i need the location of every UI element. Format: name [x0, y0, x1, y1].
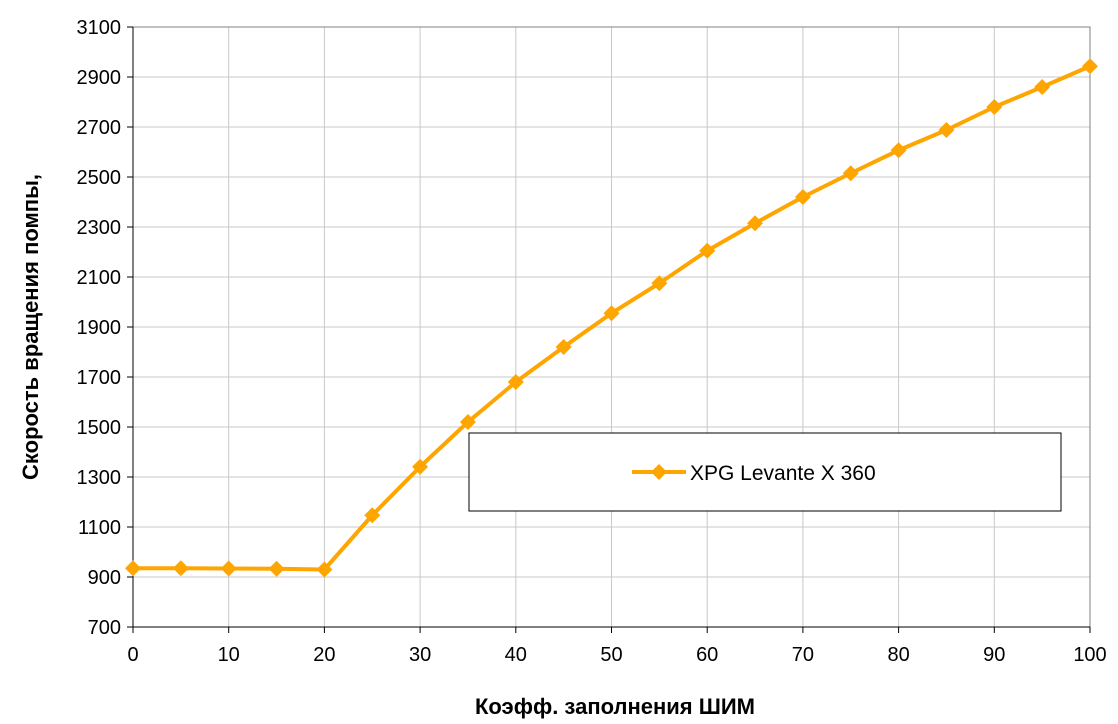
grid: [132, 26, 1091, 628]
data-point-marker: [938, 122, 955, 138]
y-tick-label: 1700: [77, 367, 122, 389]
y-tick-label: 2100: [77, 267, 122, 289]
data-point-marker: [507, 374, 524, 390]
data-point-marker: [603, 305, 620, 322]
y-tick-label: 2300: [77, 217, 122, 239]
data-point-marker: [316, 561, 333, 578]
data-point-marker: [125, 560, 141, 577]
x-tick-label: 50: [600, 644, 622, 666]
data-point-marker: [1082, 58, 1098, 75]
legend-marker: [651, 464, 667, 480]
legend: XPG Levante X 360: [468, 432, 1062, 512]
legend-entry-label: XPG Levante X 360: [690, 462, 876, 485]
x-tick-label: 30: [409, 644, 431, 666]
data-point-marker: [699, 242, 716, 259]
y-tick-label: 700: [88, 617, 121, 639]
x-tick-label: 20: [313, 644, 335, 666]
data-point-marker: [986, 99, 1003, 115]
x-tick-label: 70: [792, 644, 814, 666]
data-point-marker: [794, 189, 811, 205]
data-point-marker: [459, 414, 476, 430]
tick-labels: 0 10 20 30 40 50 60 70 80 90 100 700 900 1100 1300 1500…: [77, 17, 1107, 666]
x-tick-label: 40: [505, 644, 527, 666]
data-point-marker: [890, 142, 907, 159]
y-tick-label: 1900: [77, 317, 122, 339]
x-axis-title: Коэфф. заполнения ШИМ: [475, 694, 755, 719]
data-point-marker: [1034, 79, 1051, 95]
y-axis-title: Скорость вращения помпы,: [18, 174, 43, 480]
y-tick-label: 1300: [77, 467, 122, 489]
y-tick-label: 900: [88, 567, 121, 589]
data-point-marker: [747, 215, 764, 232]
y-tick-label: 1500: [77, 417, 122, 439]
y-tick-label: 2700: [77, 117, 122, 139]
series-layer: [125, 58, 1098, 578]
data-point-marker: [555, 339, 572, 355]
x-tick-label: 60: [696, 644, 718, 666]
data-point-marker: [172, 560, 189, 577]
x-tick-label: 80: [887, 644, 909, 666]
x-tick-label: 10: [218, 644, 240, 666]
data-point-marker: [364, 507, 381, 524]
x-tick-label: 100: [1073, 644, 1106, 666]
axes: [127, 26, 1091, 633]
x-tick-label: 0: [127, 644, 138, 666]
data-point-marker: [220, 560, 237, 577]
x-tick-label: 90: [983, 644, 1005, 666]
data-point-marker: [412, 458, 429, 475]
y-tick-label: 3100: [77, 17, 122, 39]
legend-box: [468, 432, 1062, 512]
y-tick-label: 2900: [77, 67, 122, 89]
data-point-marker: [268, 560, 285, 577]
y-tick-label: 2500: [77, 167, 122, 189]
data-point-marker: [842, 165, 859, 182]
data-point-marker: [651, 275, 668, 292]
y-tick-label: 1100: [78, 517, 121, 539]
